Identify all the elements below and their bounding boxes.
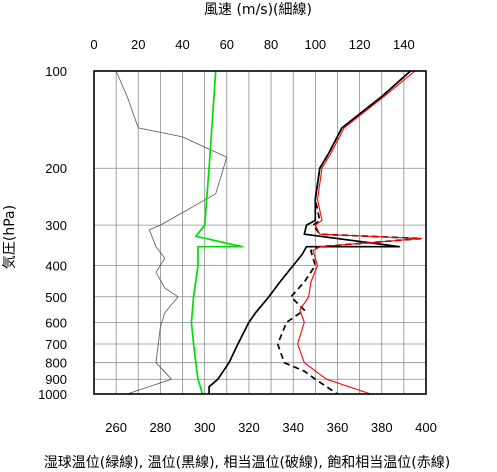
series-saturated-equivalent-potential-temperature bbox=[297, 70, 423, 395]
pressure-tick-label: 100 bbox=[45, 64, 67, 79]
series-wind bbox=[115, 70, 228, 395]
top-axis-ticks: 0 20 40 60 80 100 120 140 bbox=[90, 37, 414, 52]
pressure-tick-label: 700 bbox=[45, 337, 67, 352]
bottom-tick-label: 380 bbox=[371, 420, 393, 435]
series-potential-temperature bbox=[208, 70, 412, 394]
bottom-tick-label: 300 bbox=[194, 420, 216, 435]
top-tick-label: 140 bbox=[393, 37, 415, 52]
bottom-tick-label: 260 bbox=[105, 420, 127, 435]
pressure-tick-label: 800 bbox=[45, 356, 67, 371]
plot-frame bbox=[93, 70, 427, 395]
bottom-axis-ticks: 260 280 300 320 340 360 380 400 bbox=[105, 420, 437, 435]
pressure-tick-label: 1000 bbox=[38, 387, 67, 402]
pressure-tick-label: 600 bbox=[45, 315, 67, 330]
top-tick-label: 20 bbox=[131, 37, 145, 52]
top-tick-label: 0 bbox=[90, 37, 97, 52]
bottom-tick-label: 360 bbox=[327, 420, 349, 435]
y-axis-title: 気圧(hPa) bbox=[2, 205, 18, 269]
pressure-tick-label: 300 bbox=[45, 218, 67, 233]
series-wet-bulb-potential-temperature bbox=[190, 70, 244, 395]
grid bbox=[94, 70, 426, 395]
pressure-tick-label: 200 bbox=[45, 161, 67, 176]
top-tick-label: 100 bbox=[304, 37, 326, 52]
pressure-tick-label: 500 bbox=[45, 290, 67, 305]
top-tick-label: 60 bbox=[220, 37, 234, 52]
bottom-tick-label: 320 bbox=[238, 420, 260, 435]
bottom-tick-label: 280 bbox=[150, 420, 172, 435]
bottom-axis-title: 湿球温位(緑線), 温位(黒線), 相当温位(破線), 飽和相当温位(赤線) bbox=[44, 454, 450, 471]
series-lines bbox=[115, 70, 423, 395]
bottom-tick-label: 340 bbox=[282, 420, 304, 435]
top-axis-title: 風速 (m/s)(細線) bbox=[204, 2, 312, 18]
pressure-tick-label: 400 bbox=[45, 258, 67, 273]
top-tick-label: 40 bbox=[175, 37, 189, 52]
top-tick-label: 120 bbox=[349, 37, 371, 52]
bottom-tick-label: 400 bbox=[415, 420, 437, 435]
series-equivalent-potential-temperature bbox=[276, 70, 423, 395]
pressure-tick-label: 900 bbox=[45, 372, 67, 387]
top-tick-label: 80 bbox=[264, 37, 278, 52]
